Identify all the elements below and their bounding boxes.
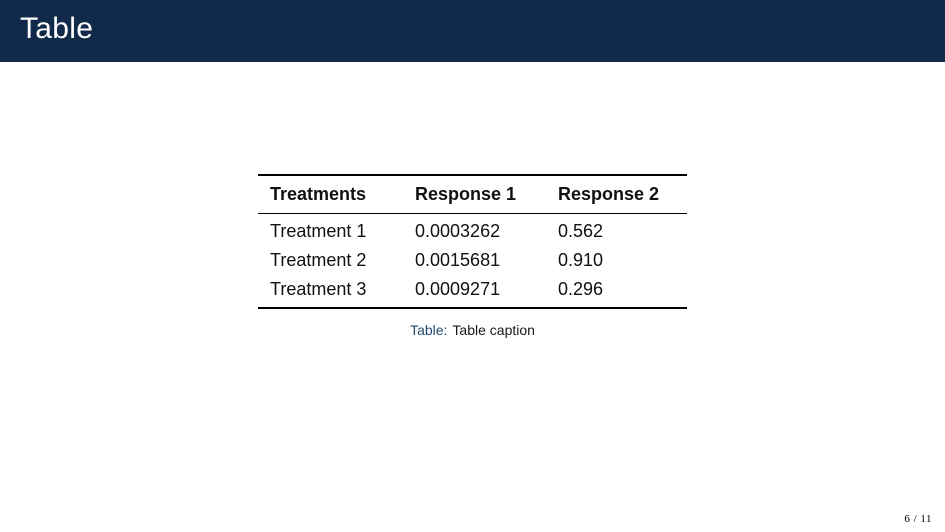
table-row: Treatment 2 0.0015681 0.910 (258, 246, 687, 275)
table-header-row: Treatments Response 1 Response 2 (258, 174, 687, 214)
cell-response-2-value: 0.910 (558, 250, 604, 270)
page-number: 6 / 11 (904, 513, 932, 525)
table-caption: Table: Table caption (258, 322, 687, 339)
cell-response-1-value: 0.0003262 (415, 221, 501, 241)
data-table: Treatments Response 1 Response 2 Treatme… (258, 174, 687, 309)
cell-response-2-value: 0.562 (558, 221, 604, 241)
cell-treatment-name: Treatment 2 (270, 250, 367, 270)
table-figure: Treatments Response 1 Response 2 Treatme… (258, 174, 687, 339)
cell-response-1-value: 0.0009271 (415, 275, 558, 309)
column-header-treatments: Treatments (258, 174, 415, 214)
table-row: Treatment 1 0.0003262 0.562 (258, 214, 687, 247)
caption-label: Table: (410, 322, 448, 338)
slide-title-bar: Table (0, 0, 945, 62)
column-header-response-1: Response 1 (415, 174, 558, 214)
frame-title: Table (20, 12, 94, 45)
caption-text: Table caption (452, 322, 535, 338)
cell-treatment-name: Treatment 3 (258, 275, 415, 309)
cell-response-2-value: 0.296 (558, 275, 687, 309)
cell-treatment-name: Treatment 1 (270, 221, 367, 241)
table-row: Treatment 3 0.0009271 0.296 (258, 275, 687, 309)
column-header-response-2: Response 2 (558, 174, 687, 214)
cell-response-1-value: 0.0015681 (415, 250, 501, 270)
